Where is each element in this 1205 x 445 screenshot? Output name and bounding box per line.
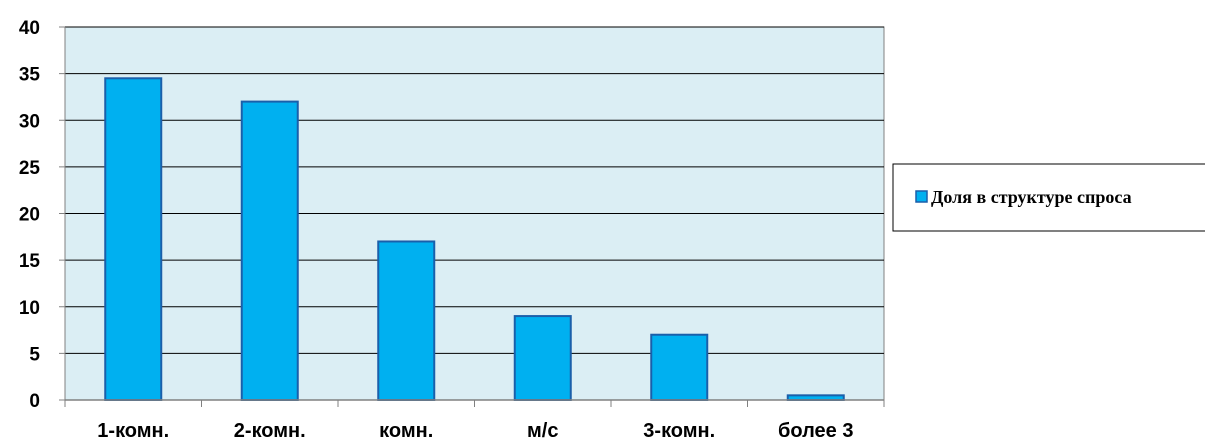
x-tick-label: более 3: [778, 420, 853, 442]
x-tick-label: комн.: [379, 420, 433, 442]
y-tick-label: 0: [29, 391, 40, 412]
y-tick-label: 35: [19, 65, 41, 86]
axes: [59, 26, 885, 407]
bar-1: [104, 77, 163, 401]
y-tick-label: 25: [19, 158, 41, 179]
x-tick-label: 3-комн.: [643, 420, 715, 442]
bar-3: [377, 240, 436, 401]
bar-2: [240, 100, 299, 401]
bar-4: [513, 315, 572, 402]
bar-5: [650, 333, 709, 402]
bars: [104, 77, 845, 402]
y-tick-labels: 0 5 10 15 20 25 30 35 40: [19, 18, 41, 412]
y-tick-label: 20: [19, 205, 40, 226]
y-tick-label: 5: [29, 344, 40, 365]
y-tick-label: 15: [19, 251, 41, 272]
legend: Доля в структуре спроса: [892, 163, 1205, 232]
x-tick-label: 1-комн.: [97, 420, 169, 442]
legend-box: [892, 163, 1205, 232]
x-tick-labels: 1-комн. 2-комн. комн. м/с 3-комн. более 3: [97, 420, 853, 442]
legend-label: Доля в структуре спроса: [931, 187, 1132, 207]
y-tick-label: 10: [19, 298, 40, 319]
gridlines: [65, 26, 884, 354]
x-tick-label: 2-комн.: [234, 420, 306, 442]
x-tick-label: м/с: [527, 420, 558, 442]
legend-swatch: [915, 190, 928, 203]
y-tick-label: 30: [19, 111, 40, 132]
y-tick-label: 40: [19, 18, 40, 39]
